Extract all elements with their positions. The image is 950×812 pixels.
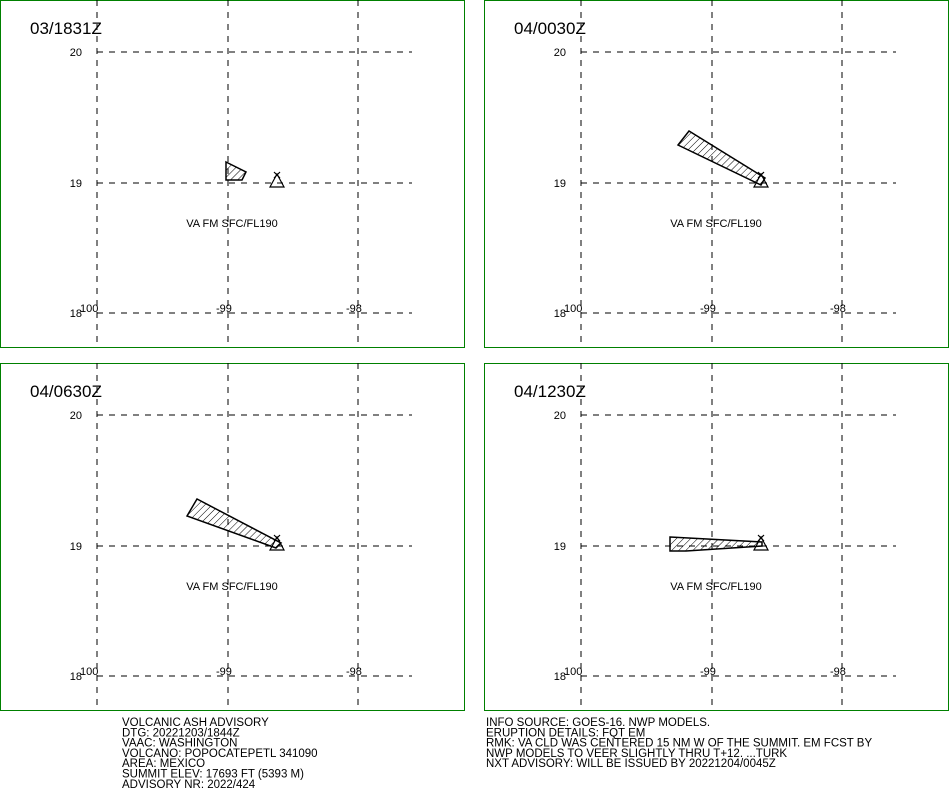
lat-label: 19 bbox=[554, 541, 566, 553]
advisory-line: RMK: VA CLD WAS CENTERED 15 NM W OF THE … bbox=[486, 738, 872, 750]
panel-time: 04/1230Z bbox=[514, 382, 586, 401]
volcano-marker bbox=[268, 172, 286, 188]
lon-label: -99 bbox=[700, 303, 716, 315]
advisory-line: SUMMIT ELEV: 17693 FT (5393 M) bbox=[122, 769, 304, 781]
panel-border bbox=[0, 363, 465, 711]
ash-cloud bbox=[669, 536, 763, 552]
lon-label: 100 bbox=[564, 303, 582, 315]
ash-layer-label: VA FM SFC/FL190 bbox=[186, 581, 278, 593]
lon-label: -98 bbox=[830, 303, 846, 315]
advisory-line: DTG: 20221203/1844Z bbox=[122, 727, 240, 739]
ash-cloud bbox=[185, 498, 283, 549]
advisory-line: INFO SOURCE: GOES-16. NWP MODELS. bbox=[486, 717, 710, 729]
lat-label: 19 bbox=[554, 178, 566, 190]
ash-layer-label: VA FM SFC/FL190 bbox=[670, 218, 762, 230]
lat-label: 19 bbox=[70, 178, 82, 190]
advisory-line: ERUPTION DETAILS: FQT EM bbox=[486, 727, 645, 739]
panel-border bbox=[484, 0, 949, 348]
panel-time: 04/0630Z bbox=[30, 382, 102, 401]
advisory-line: NXT ADVISORY: WILL BE ISSUED BY 20221204… bbox=[486, 758, 776, 770]
lon-label: 100 bbox=[564, 666, 582, 678]
ash-cloud bbox=[225, 160, 248, 181]
lat-label: 20 bbox=[554, 410, 566, 422]
panel-time: 04/0030Z bbox=[514, 19, 586, 38]
volcano-summit bbox=[273, 534, 281, 542]
lon-label: -98 bbox=[346, 666, 362, 678]
panel-border bbox=[0, 0, 465, 348]
volcano-marker bbox=[752, 535, 770, 551]
lon-label: -98 bbox=[346, 303, 362, 315]
lat-label: 18 bbox=[554, 671, 566, 683]
lat-label: 20 bbox=[70, 47, 82, 59]
lat-label: 20 bbox=[554, 47, 566, 59]
volcano-summit bbox=[757, 534, 765, 542]
lon-label: -98 bbox=[830, 666, 846, 678]
lon-label: -99 bbox=[700, 666, 716, 678]
lat-label: 18 bbox=[70, 308, 82, 320]
lon-label: 100 bbox=[80, 303, 98, 315]
lon-label: -99 bbox=[216, 303, 232, 315]
advisory-line: VOLCANIC ASH ADVISORY bbox=[122, 717, 269, 729]
lat-label: 18 bbox=[70, 671, 82, 683]
volcano-marker bbox=[268, 535, 286, 551]
advisory-line: AREA: MEXICO bbox=[122, 758, 205, 770]
lat-label: 18 bbox=[554, 308, 566, 320]
ash-layer-label: VA FM SFC/FL190 bbox=[670, 581, 762, 593]
advisory-line: VAAC: WASHINGTON bbox=[122, 738, 237, 750]
lon-label: 100 bbox=[80, 666, 98, 678]
advisory-line: ADVISORY NR: 2022/424 bbox=[122, 779, 256, 791]
advisory-line: NWP MODELS TO VEER SLIGHTLY THRU T+12. .… bbox=[486, 748, 787, 760]
lon-label: -99 bbox=[216, 666, 232, 678]
lat-label: 20 bbox=[70, 410, 82, 422]
volcano-summit bbox=[273, 171, 281, 179]
volcano-summit bbox=[757, 171, 765, 179]
advisory-line: VOLCANO: POPOCATEPETL 341090 bbox=[122, 748, 318, 760]
ash-layer-label: VA FM SFC/FL190 bbox=[186, 218, 278, 230]
panel-time: 03/1831Z bbox=[30, 19, 102, 38]
ash-cloud bbox=[676, 130, 767, 186]
lat-label: 19 bbox=[70, 541, 82, 553]
volcano-marker bbox=[752, 172, 770, 188]
panel-border bbox=[484, 363, 949, 711]
